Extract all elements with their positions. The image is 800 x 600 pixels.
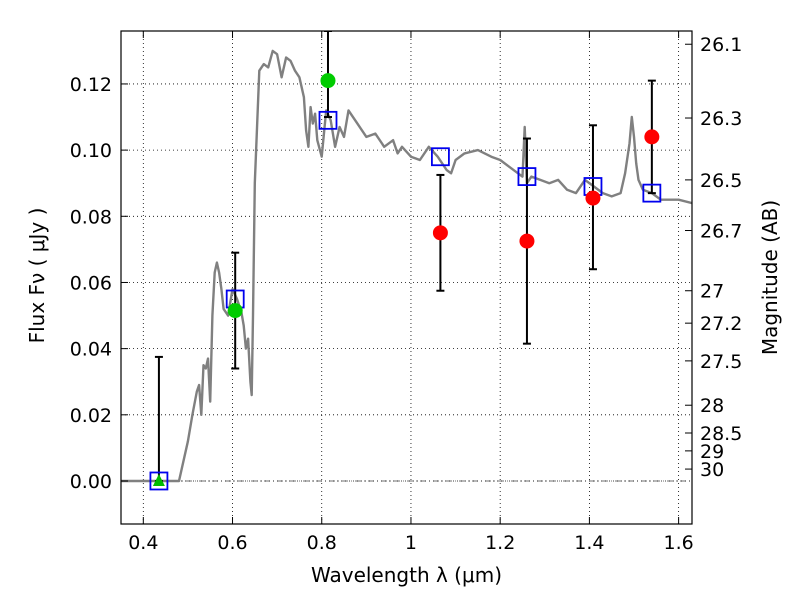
magnitude-tick-label: 28.5 [700,423,742,445]
y-tick-label: 0.02 [70,405,112,427]
x-tick-label: 1.2 [485,532,515,554]
x-tick-label: 0.6 [217,532,247,554]
magnitude-tick-label: 30 [700,459,724,481]
magnitude-tick-label: 27.2 [700,313,742,335]
magnitude-tick-label: 27 [700,281,724,303]
grid [121,31,692,524]
observed-points [152,73,660,486]
y-tick-labels: 0.00 0.02 0.04 0.06 0.08 0.10 0.12 [70,74,112,493]
y-tick-label: 0.06 [70,272,112,294]
plot-area [121,31,692,491]
model-square-0 [149,471,169,491]
y-tick-label: 0.08 [70,206,112,228]
observed-point-5 [585,190,601,206]
magnitude-tick-label: 26.3 [700,108,742,130]
x-tick-label: 0.8 [307,532,337,554]
observed-point-6 [644,129,660,145]
magnitude-tick-label: 29 [700,441,724,463]
x-tick-label: 0.4 [128,532,158,554]
magnitude-tick-label: 28 [700,395,724,417]
x-tick-label: 1 [405,532,417,554]
observed-point-1 [227,303,243,319]
model-square-2 [318,110,338,130]
model-square-6 [642,183,662,203]
y-tick-label: 0.12 [70,74,112,96]
model-square-3 [431,147,450,167]
observed-point-3 [432,225,448,241]
y-tick-label: 0.00 [70,471,112,493]
observed-point-2 [320,73,336,89]
y-tick-label: 0.10 [70,140,112,162]
magnitude-tick-label: 26.5 [700,170,742,192]
x-tick-labels: 0.4 0.6 0.8 1 1.2 1.4 1.6 [128,532,694,554]
magnitude-tick-label: 27.5 [700,351,742,373]
error-bars [154,31,656,482]
y-axis-label: Flux Fν ( μJy ) [25,208,49,344]
model-photometry-squares [149,110,662,491]
axis-ticks [121,31,692,524]
y-tick-label: 0.04 [70,339,112,361]
magnitude-axis-label: Magnitude (AB) [758,200,782,355]
magnitude-tick-label: 26.7 [700,221,742,243]
observed-point-0 [152,473,165,486]
model-square-4 [517,167,537,186]
x-axis-label: Wavelength λ (μm) [311,563,502,587]
magnitude-tick-label: 26.1 [700,34,742,56]
observed-point-4 [519,233,535,249]
x-tick-label: 1.6 [664,532,694,554]
plot-frame [120,30,693,525]
x-tick-label: 1.4 [574,532,604,554]
model-spectrum-line [121,49,692,483]
